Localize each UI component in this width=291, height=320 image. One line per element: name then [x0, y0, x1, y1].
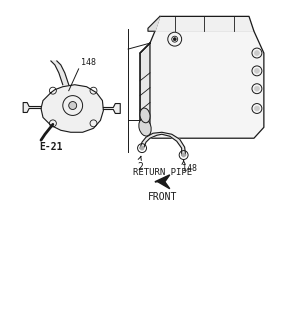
Text: 148: 148: [81, 58, 96, 67]
Circle shape: [69, 101, 77, 109]
Circle shape: [173, 38, 176, 41]
Polygon shape: [103, 104, 120, 114]
Polygon shape: [41, 85, 103, 132]
Text: 148: 148: [182, 164, 197, 173]
Text: 2: 2: [137, 162, 143, 172]
Text: RETURN PIPE: RETURN PIPE: [133, 168, 192, 177]
Polygon shape: [140, 132, 186, 155]
Polygon shape: [51, 61, 69, 85]
Polygon shape: [155, 16, 254, 31]
Text: E-21: E-21: [39, 142, 63, 152]
Ellipse shape: [139, 119, 151, 136]
Circle shape: [140, 146, 144, 150]
Polygon shape: [155, 175, 170, 189]
Ellipse shape: [140, 108, 150, 123]
Circle shape: [254, 68, 259, 73]
Polygon shape: [23, 102, 41, 112]
Text: FRONT: FRONT: [148, 192, 178, 202]
Circle shape: [182, 153, 186, 157]
Circle shape: [254, 106, 259, 111]
Polygon shape: [148, 16, 160, 31]
Polygon shape: [140, 43, 150, 138]
Circle shape: [254, 86, 259, 91]
Circle shape: [254, 51, 259, 55]
Polygon shape: [140, 31, 264, 138]
